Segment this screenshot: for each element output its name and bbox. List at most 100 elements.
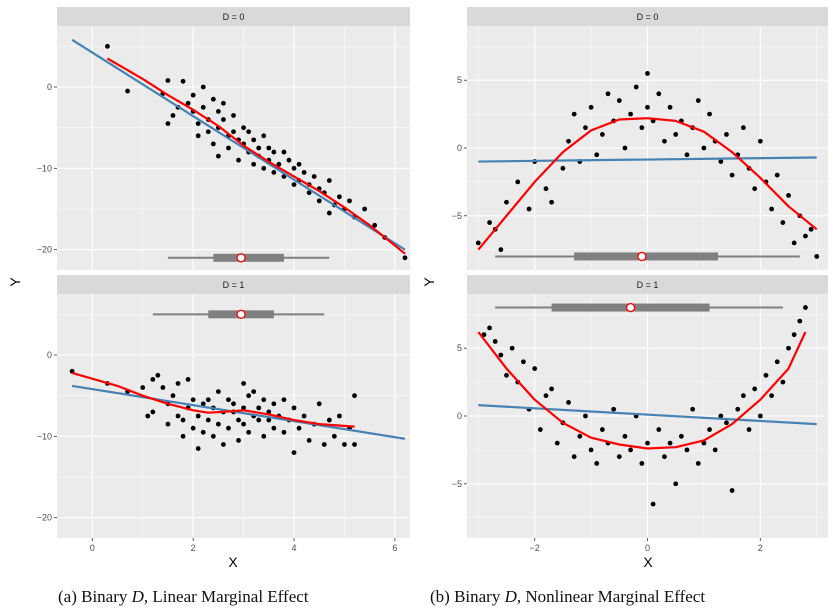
chart-b-facet-1-x-tick-label: 2 xyxy=(758,543,763,553)
chart-a-facet-1-point xyxy=(306,438,312,443)
chart-b-facet-0-point xyxy=(588,104,594,110)
chart-a-facet-0-point xyxy=(185,100,191,106)
chart-b-facet-0-loess-fit xyxy=(477,117,818,251)
caption-a-prefix: (a) Binary xyxy=(58,587,132,606)
chart-a-facet-1-point xyxy=(246,429,252,435)
chart-b-facet-1-point xyxy=(622,433,628,439)
chart-b-facet-1-point xyxy=(757,413,763,419)
chart-a-facet-0-point xyxy=(200,84,206,90)
chart-b-facet-0-point xyxy=(571,111,577,117)
chart-a-facet-1-point xyxy=(180,433,186,439)
chart-a-facet-1-point xyxy=(170,393,176,399)
chart-b-facet-0-point xyxy=(803,233,808,239)
chart-b-facet-0-point xyxy=(684,152,690,158)
chart-a-facet-0-point xyxy=(311,174,317,179)
panel-a-d1: D = 1 0 −10 −20 0 2 4 6 xyxy=(37,275,410,553)
chart-a-facet-0-point xyxy=(306,190,312,196)
chart-b-facet-1-point xyxy=(718,413,724,419)
chart-a-facet-0-strip-label: D = 0 xyxy=(223,12,245,22)
chart-a-facet-1-point xyxy=(281,429,287,435)
chart-a-facet-0-y-tick-label: −10 xyxy=(37,163,52,173)
chart-b-facet-1-point xyxy=(577,433,583,439)
chart-b-facet-0-point xyxy=(786,193,791,198)
chart-a-facet-0-point xyxy=(180,78,186,84)
chart-b-facet-1-strip xyxy=(467,275,828,294)
chart-a-facet-1-x-tick-label: 6 xyxy=(392,543,397,553)
chart-b-facet-1-point xyxy=(678,433,684,439)
chart-b-facet-0-point xyxy=(695,98,701,103)
chart-a-facet-0-point xyxy=(210,96,216,102)
chart-b-facet-1-point xyxy=(639,461,645,466)
chart-b-facet-0-point xyxy=(752,186,758,192)
caption-b-prefix: (b) Binary xyxy=(430,587,505,606)
chart-a-facet-1-point xyxy=(246,393,252,399)
chart-a-facet-0-point xyxy=(165,121,171,126)
chart-b-facet-0-point xyxy=(515,179,521,185)
chart-b-facet-0-box-median xyxy=(637,251,647,262)
chart-b-facet-1-point xyxy=(797,318,803,324)
chart-a-facet-0-point xyxy=(301,170,307,175)
chart-b-facet-0-point xyxy=(605,91,611,97)
chart-a-facet-1-point xyxy=(256,405,262,411)
chart-a-facet-0-point xyxy=(221,100,226,106)
chart-a-facet-1-strip-label: D = 1 xyxy=(223,280,245,290)
chart-a-facet-1-point xyxy=(205,397,211,403)
chart-a-facet-1-point xyxy=(205,417,211,423)
chart-b-facet-0-point xyxy=(656,91,662,97)
chart-b-facet-1-point xyxy=(594,461,600,466)
chart-b-facet-0-point xyxy=(701,145,707,151)
x-axis-title-a: X xyxy=(228,554,238,570)
chart-b-facet-0-point xyxy=(543,186,549,192)
chart-a-facet-1-point xyxy=(190,397,196,403)
chart-b-facet-0-y-tick-label: 0 xyxy=(457,143,462,153)
chart-b-facet-0-y-tick-label: 5 xyxy=(457,75,462,85)
chart-a-facet-0-strip xyxy=(57,7,410,26)
chart-b-facet-0-point xyxy=(560,165,566,171)
caption-b: (b) Binary D, Nonlinear Marginal Effect xyxy=(430,587,705,607)
chart-b-facet-0-linear-fit xyxy=(478,156,817,163)
chart-a-facet-1-point xyxy=(215,421,221,427)
chart-a-facet-1-point xyxy=(331,433,337,439)
chart-a-facet-1-point xyxy=(316,401,322,407)
chart-a-facet-0-point xyxy=(210,141,216,147)
chart-a-facet-0-point xyxy=(226,145,231,151)
chart-b-facet-0-y-tick-label: −5 xyxy=(452,211,462,221)
chart-b-facet-1-y-tick-label: 5 xyxy=(457,343,462,353)
chart-a-facet-1-point xyxy=(291,405,297,411)
chart-b-facet-1-point xyxy=(543,393,549,399)
chart-a-facet-1-linear-fit xyxy=(71,384,406,440)
chart-b-facet-0-point xyxy=(616,98,622,103)
chart-b-facet-1-point xyxy=(690,406,696,412)
chart-b-facet-0-point xyxy=(729,172,735,178)
chart-a-facet-0-point xyxy=(286,157,292,163)
chart-b-facet-0-point xyxy=(475,240,481,246)
chart-b-facet-0-point xyxy=(628,111,633,117)
chart-b-facet-0-point xyxy=(487,220,492,225)
chart-b-facet-0-point xyxy=(808,226,814,232)
chart-a-facet-0-point xyxy=(231,129,236,135)
chart-b-facet-1-point xyxy=(616,454,622,460)
chart-b-facet-1-point xyxy=(791,332,797,338)
chart-a-facet-0-y-tick-label: 0 xyxy=(47,82,52,92)
chart-a-facet-0-point xyxy=(195,133,201,139)
chart-a-facet-0-point xyxy=(200,104,206,110)
chart-b-facet-1-point xyxy=(763,372,769,378)
chart-b-facet-0-point xyxy=(599,132,605,137)
chart-a-facet-1-point xyxy=(241,405,246,411)
chart-a-facet-0-point xyxy=(241,125,246,131)
chart-b-facet-1-strip-label: D = 1 xyxy=(637,280,659,290)
chart-b-facet-1-point xyxy=(583,413,588,419)
chart-b-facet-0-point xyxy=(791,240,797,246)
chart-a-facet-1-point xyxy=(301,413,307,419)
chart-a-facet-0-point xyxy=(326,210,332,216)
chart-a-facet-0-point xyxy=(276,161,282,167)
chart-b-facet-1-point xyxy=(492,339,498,344)
chart-a-facet-1-y-tick-label: −20 xyxy=(37,513,52,523)
chart-b-facet-1-point xyxy=(571,454,577,460)
chart-a-facet-1-point xyxy=(165,421,171,427)
chart-b-facet-0-point xyxy=(633,84,639,90)
chart-a-facet-1-point xyxy=(261,397,267,403)
chart-a-facet-0-point xyxy=(221,117,226,122)
chart-a-facet-0-point xyxy=(251,161,257,167)
chart-b-facet-0-point xyxy=(504,199,509,205)
